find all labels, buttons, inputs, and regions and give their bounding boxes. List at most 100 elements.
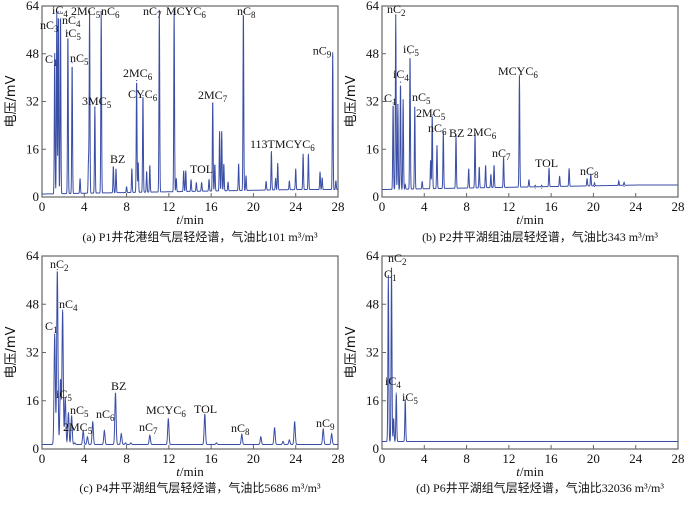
chromatogram-trace [41, 9, 338, 195]
peak-apex [335, 184, 337, 186]
peak-label: nC4 [59, 297, 78, 313]
peak-apex [56, 11, 58, 13]
peak-apex [212, 102, 214, 104]
peak-apex [442, 132, 444, 134]
x-tick-label: 8 [123, 451, 130, 466]
peak-apex [295, 172, 297, 174]
y-tick-label: 48 [26, 46, 39, 61]
x-axis-label: t/min [516, 212, 544, 227]
y-tick-label: 32 [366, 94, 379, 109]
peak-apex [201, 184, 203, 186]
peak-apex [590, 176, 592, 178]
peak-apex [395, 392, 397, 394]
peak-label: BZ [110, 152, 125, 166]
peak-label: 113TMCYC6 [250, 137, 315, 153]
peak-apex [395, 14, 397, 16]
peak-label: 2MC5 [416, 106, 446, 122]
peak-apex [115, 169, 117, 171]
x-tick-label: 12 [502, 451, 515, 466]
peak-apex [478, 168, 480, 170]
peak-apex [208, 181, 210, 183]
x-tick-label: 4 [81, 451, 88, 466]
y-tick-label: 64 [26, 0, 40, 13]
peak-apex [149, 166, 151, 168]
y-tick-label: 48 [366, 46, 379, 61]
y-tick-label: 64 [366, 0, 380, 13]
peak-apex [559, 178, 561, 180]
x-tick-label: 20 [247, 451, 260, 466]
peak-apex [568, 171, 570, 173]
peak-apex [265, 184, 267, 186]
peak-label: nC7 [139, 420, 158, 436]
peak-label: BZ [111, 379, 126, 393]
peak-label: nC7 [492, 146, 511, 162]
peak-label: 2MC7 [198, 88, 228, 104]
peak-apex [120, 433, 122, 435]
peak-apex [167, 418, 169, 420]
x-tick-label: 24 [289, 451, 303, 466]
peak-apex [59, 11, 62, 13]
peak-apex [223, 166, 225, 168]
y-tick-label: 16 [366, 141, 380, 156]
peak-label: iC4 [393, 67, 409, 83]
peak-apex [173, 11, 175, 13]
peak-label: iC4 [52, 3, 68, 19]
peak-apex [56, 268, 58, 271]
x-tick-label: 20 [247, 199, 260, 214]
y-tick-label: 48 [26, 296, 39, 311]
panel-caption: (c) P4井平湖组气层轻烃谱，气油比5686 m³/m³ [79, 480, 321, 495]
peak-apex [86, 436, 89, 438]
peak-label: C1 [45, 52, 58, 68]
x-tick-label: 20 [587, 451, 600, 466]
y-tick-label: 16 [366, 393, 380, 408]
peak-apex [215, 442, 218, 444]
peak-label: nC2 [388, 251, 407, 267]
x-tick-label: 24 [289, 199, 303, 214]
peak-apex [137, 163, 139, 165]
x-tick-label: 12 [162, 451, 175, 466]
x-tick-label: 24 [629, 199, 643, 214]
peak-apex [242, 11, 244, 13]
peak-apex [414, 106, 416, 109]
peak-apex [59, 379, 62, 381]
peak-label: nC4 [62, 13, 81, 29]
peak-apex [183, 172, 185, 174]
peak-apex [502, 158, 505, 160]
peak-label: nC6 [428, 121, 447, 137]
peak-label: C1 [384, 91, 397, 107]
peak-label: 2MC6 [123, 66, 153, 82]
peak-label: 2MC5 [63, 420, 93, 436]
peak-apex [623, 185, 625, 188]
peak-label: nC9 [313, 44, 332, 60]
peak-apex [149, 434, 151, 437]
peak-label: iC5 [56, 387, 72, 403]
peak-apex [409, 53, 411, 55]
y-tick-label: 32 [26, 345, 39, 360]
peak-apex [430, 160, 432, 162]
chromatogram-trace [382, 14, 678, 191]
peak-apex [421, 181, 423, 183]
x-tick-label: 12 [502, 199, 515, 214]
peak-label: nC6 [101, 4, 120, 20]
peak-apex [114, 392, 117, 394]
peak-apex [131, 169, 133, 171]
peak-apex [548, 170, 550, 172]
peak-apex [130, 442, 132, 444]
peak-label: nC5 [70, 403, 89, 419]
peak-apex [112, 166, 114, 168]
x-tick-label: 0 [39, 199, 46, 214]
peak-apex [322, 428, 324, 430]
peak-label: nC8 [580, 164, 599, 180]
y-tick-label: 16 [26, 393, 40, 408]
peak-apex [124, 442, 127, 444]
peak-apex [302, 443, 304, 446]
y-tick-label: 48 [366, 296, 379, 311]
peak-apex [436, 145, 438, 147]
peak-apex [146, 172, 148, 174]
peak-label: BZ [449, 126, 464, 140]
peak-apex [219, 133, 221, 135]
y-axis-label: 电压/mV [4, 326, 19, 378]
peak-label: nC9 [316, 416, 335, 432]
peak-apex [331, 433, 333, 435]
peak-apex [275, 181, 277, 183]
